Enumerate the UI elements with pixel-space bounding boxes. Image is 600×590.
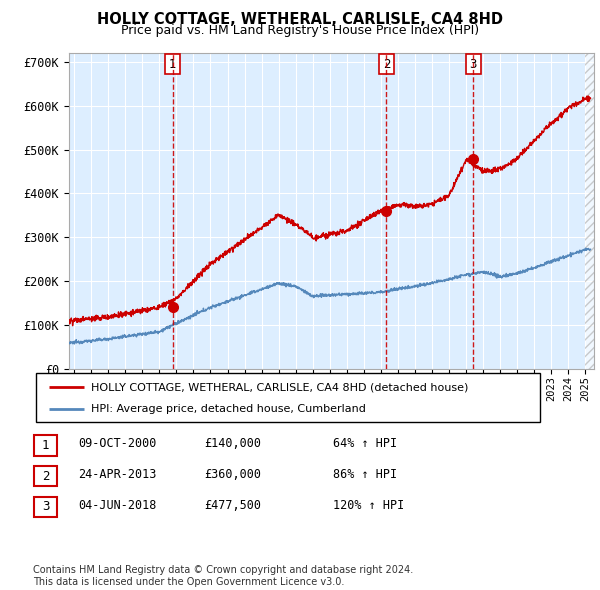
Text: 2: 2: [42, 470, 49, 483]
Text: 120% ↑ HPI: 120% ↑ HPI: [333, 499, 404, 512]
Text: 3: 3: [470, 58, 477, 71]
Text: £140,000: £140,000: [204, 437, 261, 450]
Text: HOLLY COTTAGE, WETHERAL, CARLISLE, CA4 8HD (detached house): HOLLY COTTAGE, WETHERAL, CARLISLE, CA4 8…: [91, 382, 469, 392]
Text: £477,500: £477,500: [204, 499, 261, 512]
Text: 86% ↑ HPI: 86% ↑ HPI: [333, 468, 397, 481]
Text: 24-APR-2013: 24-APR-2013: [78, 468, 157, 481]
Text: 2: 2: [383, 58, 390, 71]
Text: HPI: Average price, detached house, Cumberland: HPI: Average price, detached house, Cumb…: [91, 404, 367, 414]
FancyBboxPatch shape: [36, 373, 540, 422]
Text: 1: 1: [42, 439, 49, 452]
Text: Contains HM Land Registry data © Crown copyright and database right 2024.
This d: Contains HM Land Registry data © Crown c…: [33, 565, 413, 587]
Text: 64% ↑ HPI: 64% ↑ HPI: [333, 437, 397, 450]
Text: 1: 1: [169, 58, 176, 71]
Text: 3: 3: [42, 500, 49, 513]
FancyBboxPatch shape: [34, 435, 57, 455]
Text: Price paid vs. HM Land Registry's House Price Index (HPI): Price paid vs. HM Land Registry's House …: [121, 24, 479, 37]
FancyBboxPatch shape: [34, 466, 57, 486]
Text: HOLLY COTTAGE, WETHERAL, CARLISLE, CA4 8HD: HOLLY COTTAGE, WETHERAL, CARLISLE, CA4 8…: [97, 12, 503, 27]
Text: £360,000: £360,000: [204, 468, 261, 481]
Text: 04-JUN-2018: 04-JUN-2018: [78, 499, 157, 512]
Text: 09-OCT-2000: 09-OCT-2000: [78, 437, 157, 450]
FancyBboxPatch shape: [34, 497, 57, 517]
